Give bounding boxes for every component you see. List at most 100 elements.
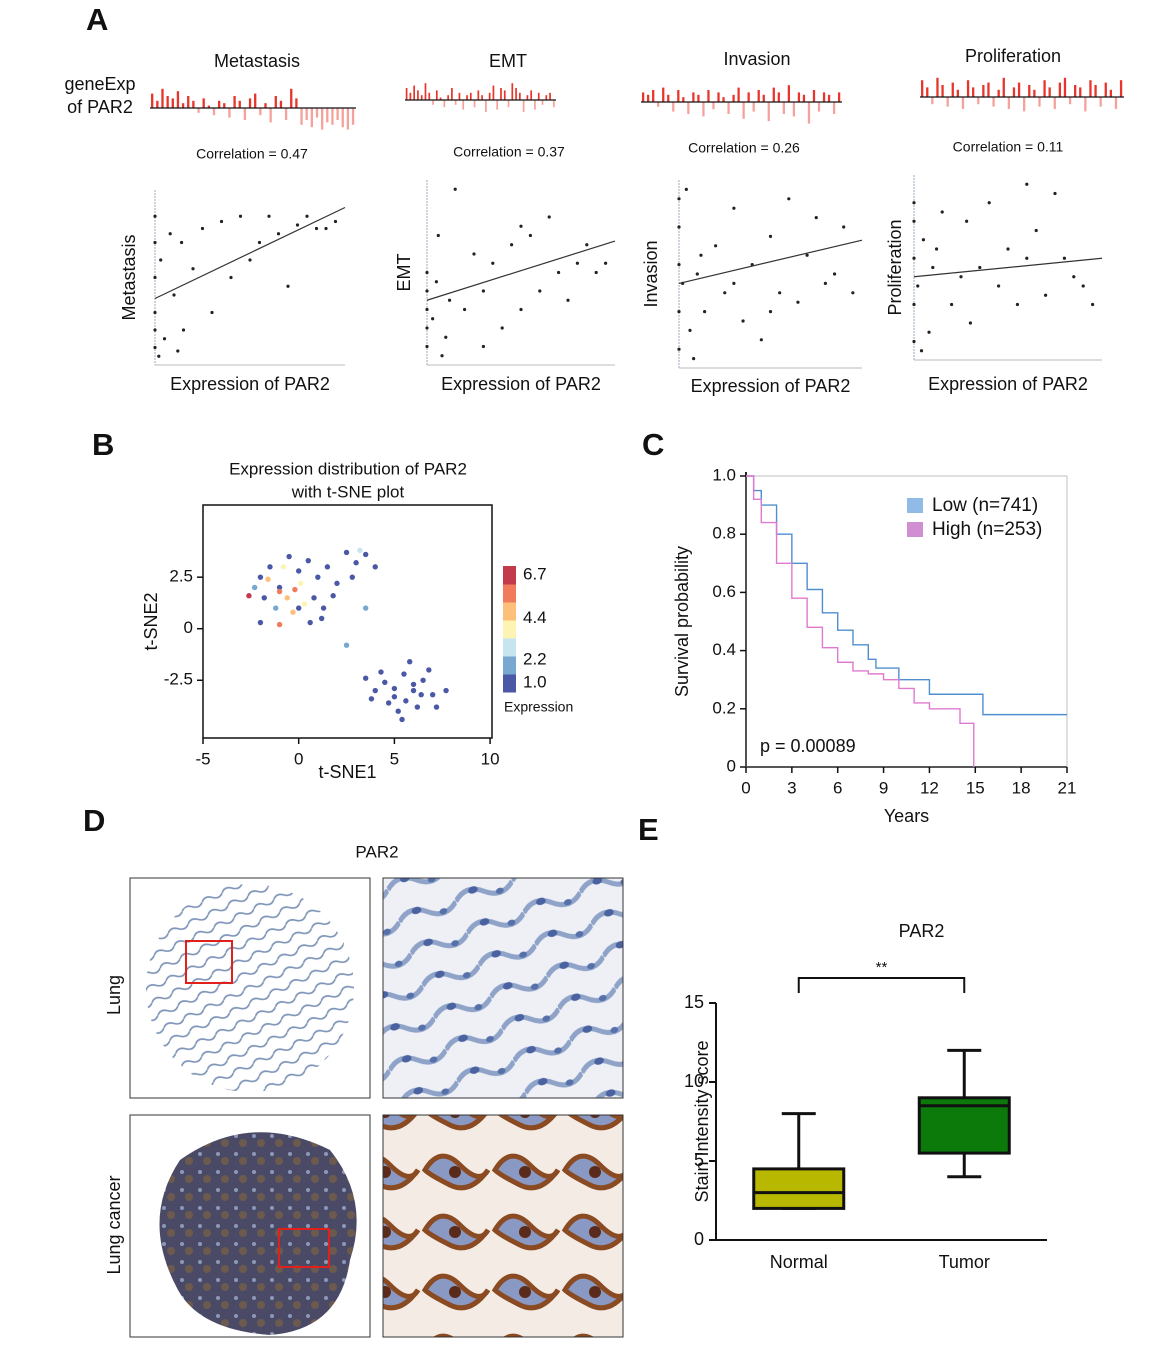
data-point xyxy=(382,679,388,686)
data-point xyxy=(295,568,302,574)
strip-bar xyxy=(682,97,685,102)
data-point xyxy=(307,619,313,626)
data-point xyxy=(414,704,421,710)
data-point xyxy=(162,337,167,341)
data-point xyxy=(410,681,417,688)
data-point xyxy=(699,253,703,257)
strip-bar xyxy=(435,90,438,100)
data-point xyxy=(159,258,163,262)
data-point xyxy=(732,281,736,285)
strip-bar xyxy=(274,96,277,108)
data-point xyxy=(191,267,195,271)
strip-bar xyxy=(732,94,735,102)
data-point xyxy=(403,698,409,704)
data-point xyxy=(407,659,413,665)
strip-bar xyxy=(792,102,796,117)
y-axis-label: EMT xyxy=(394,254,414,292)
strip-bar xyxy=(652,90,655,102)
strip-bar xyxy=(827,94,831,102)
strip-bar xyxy=(767,102,770,122)
strip-bar xyxy=(223,103,226,108)
strip-bar xyxy=(687,102,690,114)
panel-letter: C xyxy=(642,427,664,462)
strip-bar xyxy=(341,108,344,128)
y-tick-label: 0 xyxy=(727,756,736,775)
p-value: p = 0.00089 xyxy=(760,736,856,756)
data-point xyxy=(703,310,707,314)
data-point xyxy=(823,281,828,285)
strip-bar xyxy=(677,90,680,102)
data-point xyxy=(684,187,688,191)
data-point xyxy=(372,687,378,694)
histology-images xyxy=(129,877,624,1338)
strip-bar xyxy=(1058,82,1062,97)
strip-bar xyxy=(1109,89,1113,97)
data-point xyxy=(1025,182,1029,186)
strip-bar xyxy=(946,97,949,107)
data-point xyxy=(425,270,429,275)
strip-bar xyxy=(238,100,241,108)
data-point xyxy=(257,240,262,245)
x-tick-label: 9 xyxy=(879,778,888,797)
strip-bar xyxy=(405,88,408,100)
data-point xyxy=(987,201,991,205)
data-point xyxy=(814,216,818,220)
strip-bar xyxy=(1023,97,1026,112)
data-point xyxy=(153,275,157,280)
strip-bar xyxy=(697,94,700,102)
strip-bar xyxy=(248,98,252,108)
strip-bar xyxy=(772,87,775,102)
strip-bar xyxy=(310,108,313,128)
x-tick-label: 5 xyxy=(390,749,399,768)
strip-bar xyxy=(447,95,449,100)
data-point xyxy=(153,345,157,350)
data-point xyxy=(297,580,304,587)
strip-bar xyxy=(259,108,262,116)
data-point xyxy=(429,691,436,698)
strip-bar xyxy=(1002,77,1005,97)
strip-bar xyxy=(762,94,765,102)
strip-bar xyxy=(1063,77,1067,97)
plot-border xyxy=(745,475,1068,768)
strip-bar xyxy=(832,102,836,114)
strip-bar xyxy=(243,108,247,120)
strip-bar xyxy=(1048,87,1051,97)
data-point xyxy=(916,284,920,288)
data-point xyxy=(677,197,681,201)
strip-bar xyxy=(1033,89,1036,97)
data-point xyxy=(919,349,924,353)
strip-bar xyxy=(812,90,816,102)
strip-bar xyxy=(473,100,476,108)
data-point xyxy=(434,280,438,284)
strip-bar xyxy=(797,92,801,102)
strip-bar xyxy=(166,96,169,108)
data-point xyxy=(343,549,350,556)
strip-bar xyxy=(545,95,548,100)
data-point xyxy=(557,270,561,275)
data-point xyxy=(305,557,311,564)
strip-bar xyxy=(936,77,939,97)
strip-bar xyxy=(254,93,257,108)
x-axis-label: Expression of PAR2 xyxy=(170,374,330,394)
strip-bar xyxy=(782,102,785,114)
strip-bar xyxy=(966,80,970,97)
y-tick-label: -2.5 xyxy=(164,670,193,689)
correlation-label: Correlation = 0.37 xyxy=(453,144,565,160)
strip-bar xyxy=(1012,87,1016,97)
colorbar-swatch xyxy=(503,638,516,657)
data-point xyxy=(927,330,931,334)
data-point xyxy=(842,225,846,229)
strip-bar xyxy=(717,92,720,102)
data-point xyxy=(420,677,426,683)
data-point xyxy=(425,326,429,330)
x-tick-label: 18 xyxy=(1012,778,1031,797)
data-point xyxy=(426,667,432,673)
strip-bar xyxy=(228,108,231,118)
y-axis-label: Proliferation xyxy=(885,219,905,315)
data-point xyxy=(362,605,369,611)
trend-line xyxy=(154,206,346,300)
strip-bar xyxy=(233,96,236,108)
strip-bar xyxy=(742,102,745,119)
data-point xyxy=(153,240,157,245)
strip-bar xyxy=(300,108,303,125)
